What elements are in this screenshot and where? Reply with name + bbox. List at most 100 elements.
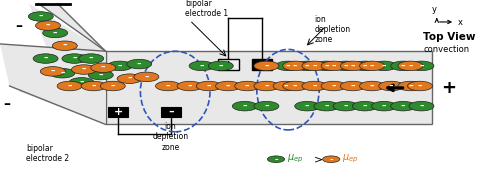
Text: –: –	[408, 61, 413, 70]
Circle shape	[254, 61, 279, 71]
Circle shape	[235, 81, 260, 91]
Text: –: –	[168, 107, 174, 117]
Circle shape	[352, 101, 377, 111]
Circle shape	[108, 61, 132, 71]
Polygon shape	[29, 4, 106, 77]
Circle shape	[379, 81, 404, 91]
Text: –: –	[60, 69, 65, 78]
Text: y: y	[432, 5, 437, 14]
Bar	[161, 107, 181, 117]
Text: bipolar
electrode 1: bipolar electrode 1	[185, 0, 228, 18]
Circle shape	[88, 70, 113, 80]
Bar	[108, 107, 128, 117]
Circle shape	[189, 61, 214, 71]
Circle shape	[36, 21, 60, 30]
Text: –: –	[101, 63, 106, 72]
Text: –: –	[362, 61, 367, 70]
Circle shape	[302, 81, 327, 91]
Text: –: –	[329, 156, 333, 162]
Text: –: –	[286, 61, 290, 70]
Circle shape	[177, 81, 202, 91]
Text: –: –	[382, 61, 386, 70]
Circle shape	[333, 101, 358, 111]
Circle shape	[28, 12, 53, 21]
Text: ion
depletion
zone: ion depletion zone	[314, 15, 350, 44]
Text: –: –	[343, 102, 348, 111]
Circle shape	[100, 81, 125, 91]
Bar	[252, 59, 272, 70]
Circle shape	[398, 81, 423, 91]
Text: –: –	[89, 54, 94, 63]
Text: –: –	[274, 156, 278, 162]
Text: –: –	[137, 59, 142, 69]
Circle shape	[91, 63, 116, 72]
Text: –: –	[312, 81, 317, 91]
Text: –: –	[245, 81, 250, 91]
Text: –: –	[127, 74, 132, 83]
Text: –: –	[312, 61, 317, 70]
Circle shape	[283, 61, 308, 71]
Text: –: –	[226, 81, 230, 91]
Text: –: –	[72, 54, 77, 63]
Polygon shape	[38, 4, 106, 51]
Text: ion
depletion
zone: ion depletion zone	[152, 122, 189, 152]
Text: –: –	[242, 102, 247, 111]
Text: –: –	[331, 81, 336, 91]
Text: –: –	[293, 61, 298, 70]
Text: –: –	[350, 81, 355, 91]
Bar	[106, 51, 432, 124]
Text: –: –	[67, 81, 72, 91]
Circle shape	[408, 81, 432, 91]
Circle shape	[254, 101, 279, 111]
Text: –: –	[293, 81, 298, 91]
Text: –: –	[370, 81, 374, 91]
Bar	[218, 59, 239, 70]
Text: –: –	[50, 67, 55, 76]
Text: –: –	[144, 72, 149, 81]
Polygon shape	[0, 44, 106, 124]
Circle shape	[79, 54, 104, 63]
Text: –: –	[408, 81, 413, 91]
Circle shape	[409, 101, 434, 111]
Circle shape	[340, 61, 365, 71]
Circle shape	[352, 61, 377, 71]
Text: –: –	[305, 102, 310, 111]
Polygon shape	[0, 44, 106, 124]
Text: –: –	[350, 61, 355, 70]
Circle shape	[43, 28, 68, 38]
Circle shape	[295, 101, 320, 111]
Circle shape	[273, 81, 298, 91]
Text: –: –	[91, 81, 96, 91]
Text: –: –	[283, 81, 288, 91]
Text: –: –	[370, 61, 374, 70]
Text: –: –	[264, 102, 269, 111]
Text: $\mu_{ep}$: $\mu_{ep}$	[287, 153, 303, 165]
Text: –: –	[343, 61, 348, 70]
Text: –: –	[4, 97, 11, 111]
Text: Top View: Top View	[423, 32, 476, 42]
Text: –: –	[419, 61, 424, 70]
Text: –: –	[118, 61, 122, 70]
Circle shape	[117, 74, 142, 83]
Text: $\mu_{ep}$: $\mu_{ep}$	[342, 153, 358, 165]
Text: –: –	[362, 102, 367, 111]
Text: –: –	[166, 81, 170, 91]
Circle shape	[340, 81, 365, 91]
Circle shape	[62, 54, 87, 63]
Circle shape	[323, 156, 340, 163]
Circle shape	[314, 61, 339, 71]
Text: –: –	[305, 61, 310, 70]
Text: –: –	[98, 70, 103, 80]
Text: –: –	[401, 102, 406, 111]
Text: –: –	[401, 61, 406, 70]
Circle shape	[69, 78, 94, 87]
Text: –: –	[199, 61, 204, 70]
Circle shape	[321, 61, 346, 71]
Circle shape	[232, 101, 257, 111]
Circle shape	[321, 81, 346, 91]
Circle shape	[398, 61, 423, 71]
Text: –: –	[382, 102, 386, 111]
Text: –: –	[264, 81, 269, 91]
Text: >: >	[313, 154, 323, 164]
Circle shape	[33, 54, 58, 63]
